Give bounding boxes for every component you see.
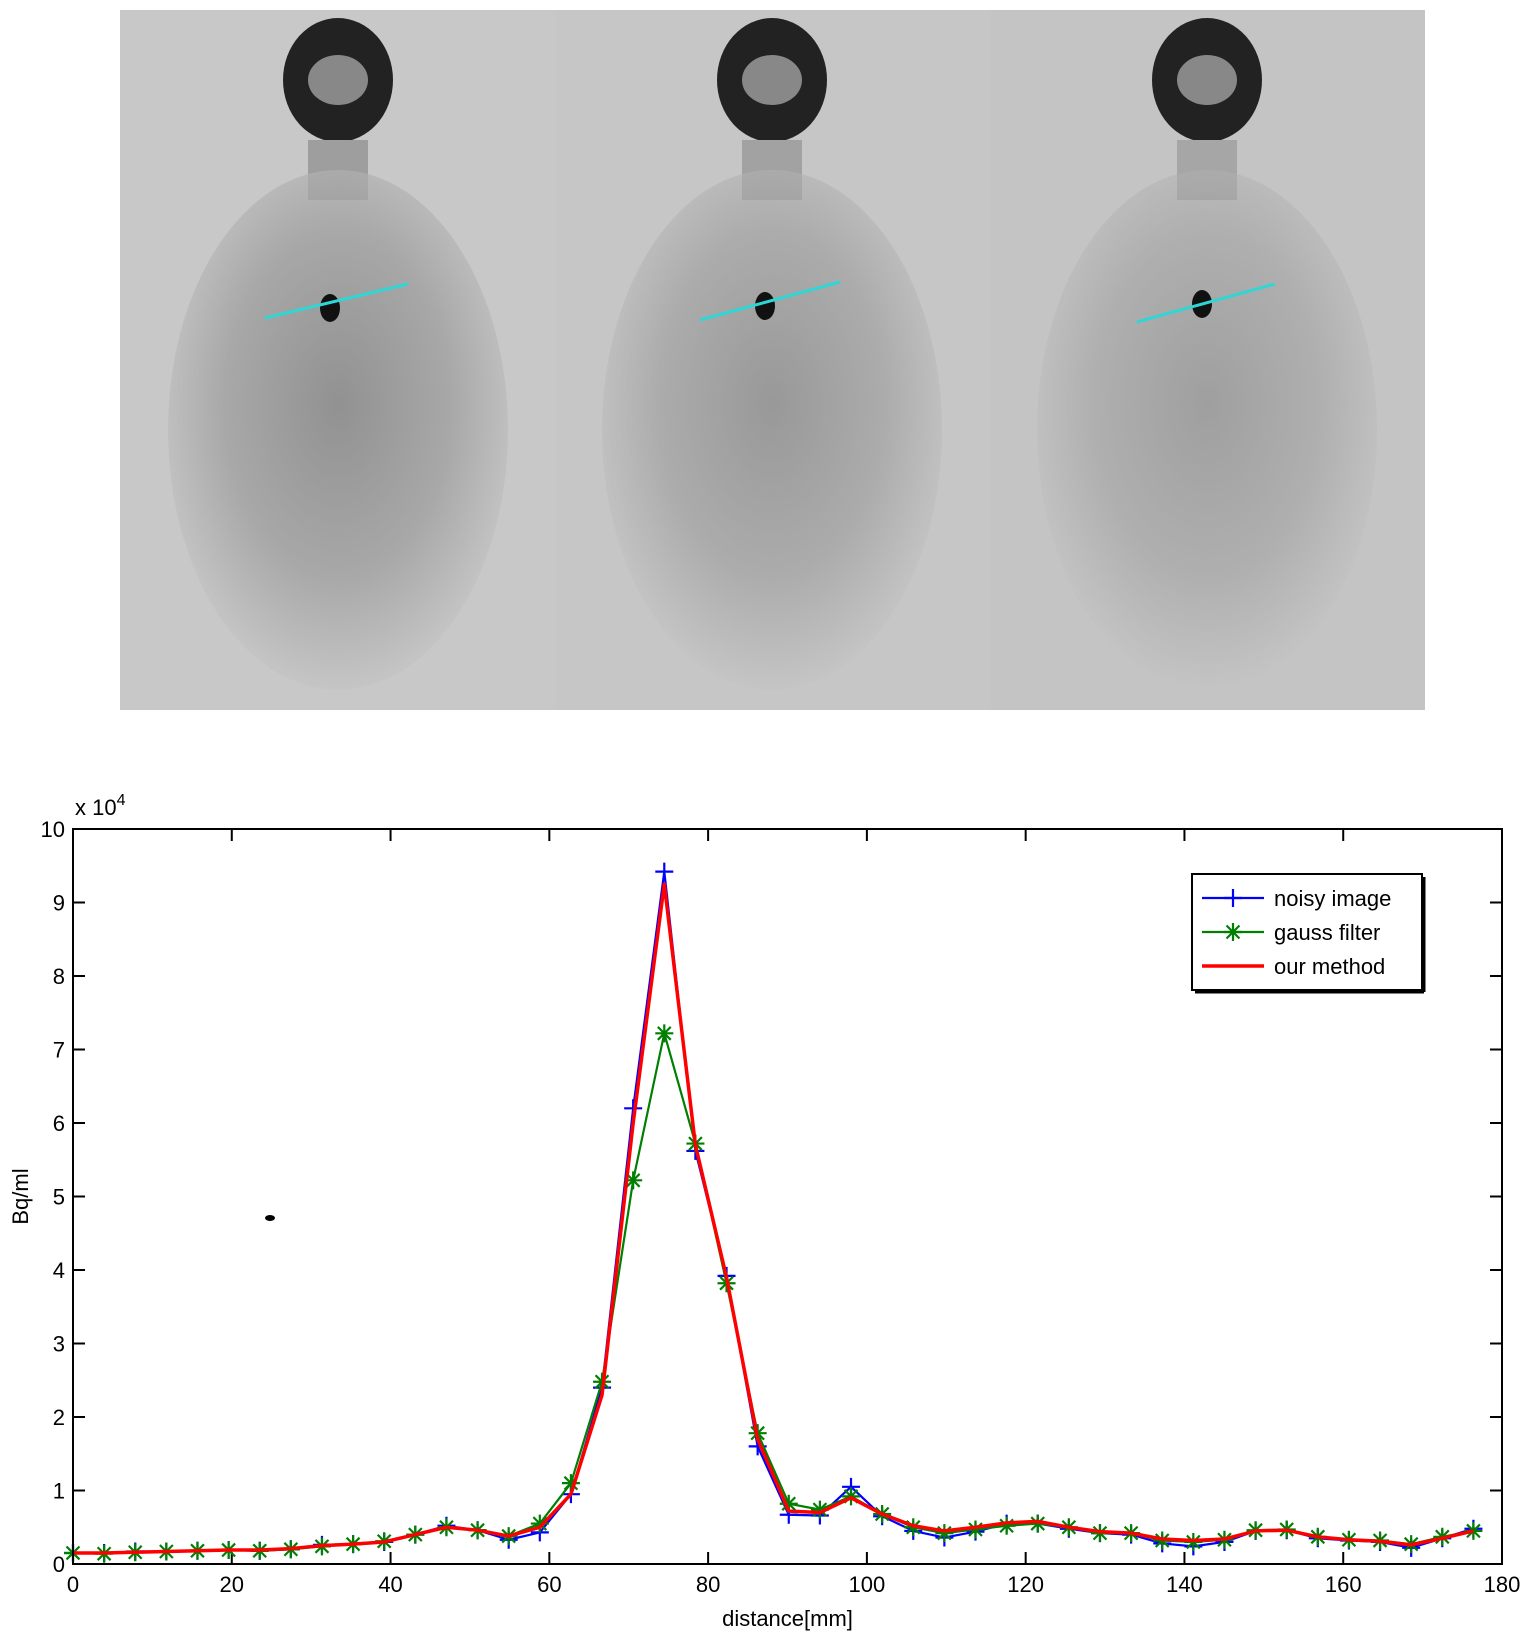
x-tick-label: 180 — [1484, 1572, 1521, 1597]
multiplier-base: x 10 — [75, 795, 117, 820]
plot-frame — [72, 828, 1503, 1565]
legend-marker — [1224, 923, 1242, 941]
y-tick-label: 10 — [41, 817, 65, 842]
x-tick-label: 140 — [1166, 1572, 1203, 1597]
legend-label: gauss filter — [1274, 920, 1380, 945]
marker — [561, 1474, 580, 1493]
marker — [935, 1524, 954, 1543]
y-tick-label: 2 — [53, 1405, 65, 1430]
marker — [624, 1171, 643, 1190]
marker — [1028, 1514, 1047, 1533]
y-tick-label: 3 — [53, 1332, 65, 1357]
x-tick-label: 60 — [537, 1572, 561, 1597]
y-tick-label: 4 — [53, 1258, 65, 1283]
pet-images — [120, 10, 1425, 710]
pet-panel — [120, 10, 556, 710]
stray-dot — [265, 1215, 275, 1221]
marker — [997, 1516, 1016, 1535]
legend-marker — [1224, 889, 1242, 907]
marker — [655, 862, 674, 881]
marker — [530, 1514, 549, 1533]
x-axis-label: distance[mm] — [722, 1606, 853, 1631]
x-tick-label: 40 — [378, 1572, 402, 1597]
multiplier-exponent: 4 — [117, 792, 126, 809]
x-tick-label: 20 — [220, 1572, 244, 1597]
pet-panel — [556, 10, 991, 710]
y-tick-label: 7 — [53, 1038, 65, 1063]
marker — [966, 1520, 985, 1539]
x-tick-label: 100 — [849, 1572, 886, 1597]
x-tick-label: 120 — [1007, 1572, 1044, 1597]
x-tick-label: 80 — [696, 1572, 720, 1597]
y-tick-label: 5 — [53, 1185, 65, 1210]
chart: 0 20 40 60 80 100 120 140 160 180 0 1 2 3 4 5 6 7 8 9 10 x 10… — [8, 792, 1520, 1631]
y-tick-label: 1 — [53, 1479, 65, 1504]
y-tick-label: 0 — [53, 1552, 65, 1577]
axis-multiplier: x 104 — [75, 792, 126, 820]
x-tick-label: 0 — [67, 1572, 79, 1597]
y-tick-label: 8 — [53, 964, 65, 989]
y-tick-label: 6 — [53, 1111, 65, 1136]
x-tick-label: 160 — [1325, 1572, 1362, 1597]
marker — [810, 1500, 829, 1519]
legend-label: our method — [1274, 954, 1385, 979]
marker — [655, 1024, 674, 1043]
series-line — [73, 882, 1474, 1555]
pet-panel — [991, 10, 1425, 710]
y-tick-label: 9 — [53, 891, 65, 916]
legend-label: noisy image — [1274, 886, 1391, 911]
y-axis-label: Bq/ml — [8, 1168, 33, 1224]
marker — [779, 1494, 798, 1513]
legend-box — [1191, 873, 1423, 991]
